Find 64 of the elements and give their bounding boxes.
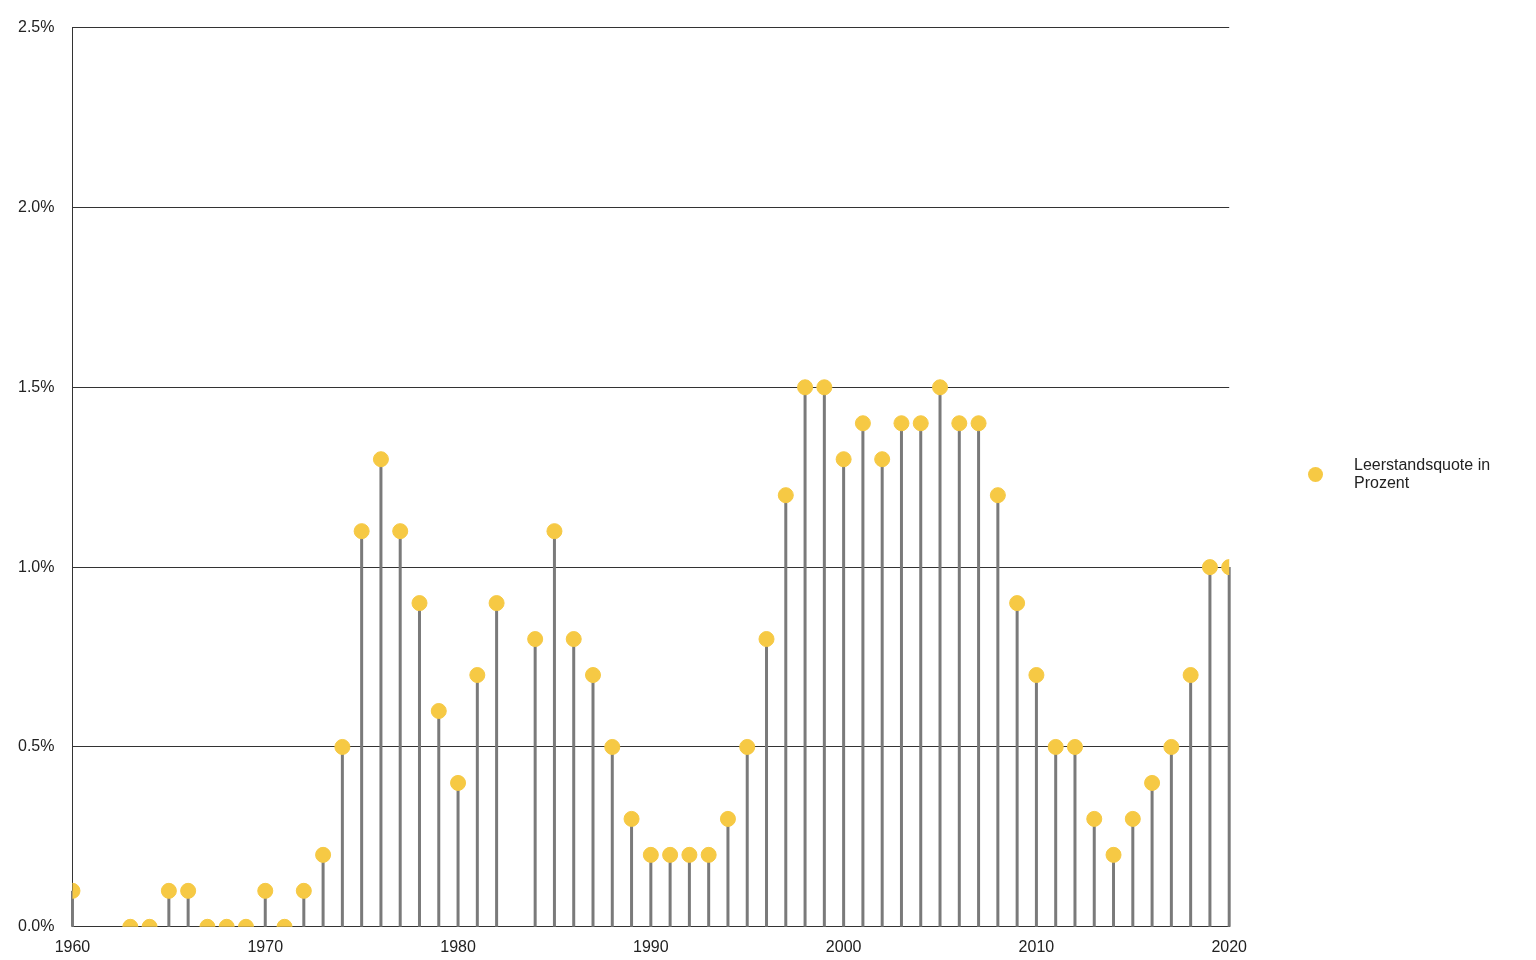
- point: [777, 487, 794, 504]
- point: [527, 631, 544, 648]
- point: [893, 415, 910, 432]
- y-tick-label: 1.0%: [18, 557, 55, 575]
- point: [970, 415, 987, 432]
- x-tick-label: 1960: [54, 937, 91, 955]
- point: [392, 523, 409, 540]
- point: [816, 379, 833, 396]
- point: [353, 523, 370, 540]
- point: [758, 631, 775, 648]
- x-tick-label: 2000: [825, 937, 862, 955]
- point: [334, 738, 351, 755]
- point: [469, 667, 486, 684]
- x-tick-label: 2010: [1018, 937, 1055, 955]
- point: [372, 451, 389, 468]
- point: [295, 882, 312, 899]
- point: [1163, 738, 1180, 755]
- point: [1009, 595, 1026, 612]
- point: [719, 810, 736, 827]
- y-tick-label: 0.0%: [18, 917, 55, 935]
- point: [912, 415, 929, 432]
- point: [488, 595, 505, 612]
- x-tick-label: 1970: [247, 937, 284, 955]
- point: [951, 415, 968, 432]
- point: [1086, 810, 1103, 827]
- point: [1047, 738, 1064, 755]
- point: [854, 415, 871, 432]
- point: [450, 774, 467, 791]
- point: [257, 882, 274, 899]
- point: [315, 846, 332, 863]
- point: [623, 810, 640, 827]
- point: [874, 451, 891, 468]
- point: [989, 487, 1006, 504]
- point: [180, 882, 197, 899]
- y-tick-label: 0.5%: [18, 737, 55, 755]
- point: [1182, 667, 1199, 684]
- point: [797, 379, 814, 396]
- point: [700, 846, 717, 863]
- x-tick-label: 2020: [1211, 937, 1248, 955]
- point: [1105, 846, 1122, 863]
- point: [1066, 738, 1083, 755]
- point: [565, 631, 582, 648]
- point: [1124, 810, 1141, 827]
- point: [662, 846, 679, 863]
- point: [1144, 774, 1161, 791]
- y-tick-label: 2.0%: [18, 197, 55, 215]
- y-tick-label: 1.5%: [18, 377, 55, 395]
- x-tick-label: 1980: [440, 937, 476, 955]
- y-tick-label: 2.5%: [18, 18, 55, 36]
- point: [642, 846, 659, 863]
- point: [604, 738, 621, 755]
- point: [546, 523, 563, 540]
- point: [430, 702, 447, 719]
- point: [835, 451, 852, 468]
- point: [1201, 559, 1218, 576]
- point: [932, 379, 949, 396]
- legend-label: Leerstandsquote in Prozent: [1354, 456, 1492, 492]
- point: [585, 667, 601, 684]
- point: [1028, 667, 1045, 684]
- point: [739, 738, 756, 755]
- point: [411, 595, 428, 612]
- point: [681, 846, 698, 863]
- point: [160, 882, 177, 899]
- x-tick-label: 1990: [633, 937, 669, 955]
